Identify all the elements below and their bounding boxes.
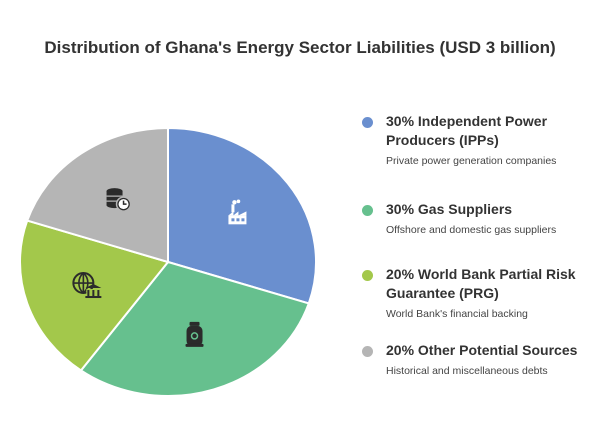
- money-clock-icon: [106, 188, 132, 212]
- legend-desc-other: Historical and miscellaneous debts: [386, 365, 548, 377]
- legend-desc-prg: World Bank's financial backing: [386, 308, 528, 320]
- legend-dot-prg: [362, 270, 373, 281]
- factory-icon: [228, 199, 247, 225]
- bank-globe-icon: [72, 272, 102, 299]
- legend-dot-ipps: [362, 117, 373, 128]
- legend-label-ipps: 30% Independent Power Producers (IPPs): [386, 113, 548, 148]
- legend-item-prg: 20% World Bank Partial Risk Guarantee (P…: [362, 265, 592, 321]
- legend-label-other: 20% Other Potential Sources: [386, 342, 578, 358]
- gas-cylinder-icon: [185, 321, 204, 347]
- legend-item-gas: 30% Gas Suppliers Offshore and domestic …: [362, 200, 556, 237]
- legend-item-ipps: 30% Independent Power Producers (IPPs) P…: [362, 112, 592, 168]
- legend-item-other: 20% Other Potential Sources Historical a…: [362, 341, 577, 378]
- legend-dot-gas: [362, 205, 373, 216]
- legend-desc-gas: Offshore and domestic gas suppliers: [386, 224, 557, 236]
- slice-other: [25, 126, 169, 264]
- legend-label-prg: 20% World Bank Partial Risk Guarantee (P…: [386, 266, 576, 301]
- legend-desc-ipps: Private power generation companies: [386, 155, 557, 167]
- chart-title: Distribution of Ghana's Energy Sector Li…: [44, 38, 556, 57]
- legend-dot-other: [362, 346, 373, 357]
- legend-label-gas: 30% Gas Suppliers: [386, 201, 513, 217]
